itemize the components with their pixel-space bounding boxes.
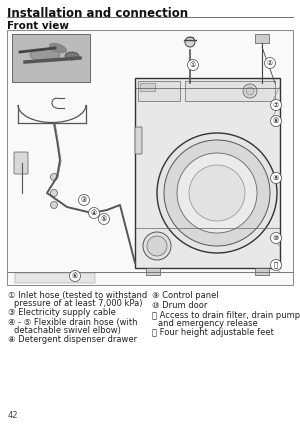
Text: ⑩: ⑩ [273,235,279,241]
Circle shape [246,87,254,95]
Bar [185,81,275,101]
Ellipse shape [50,43,67,53]
Text: ① Inlet hose (tested to withstand: ① Inlet hose (tested to withstand [8,291,147,300]
Ellipse shape [65,52,79,60]
Circle shape [189,165,245,221]
Circle shape [265,57,275,68]
Text: ⑨: ⑨ [273,175,279,181]
Text: ③ Electricity supply cable: ③ Electricity supply cable [8,308,116,317]
Text: ④ - ⑤ Flexible drain hose (with: ④ - ⑤ Flexible drain hose (with [8,318,137,327]
Text: ⑫ Four height adjustable feet: ⑫ Four height adjustable feet [152,328,274,337]
Bar [138,81,180,101]
Bar [12,34,90,82]
Circle shape [177,153,257,233]
Text: ⑪ Access to drain filter, drain pump: ⑪ Access to drain filter, drain pump [152,311,300,320]
Circle shape [143,232,171,260]
Text: 42: 42 [8,411,19,420]
Circle shape [185,37,195,47]
Text: ②: ② [267,60,273,66]
Circle shape [70,270,80,281]
Circle shape [271,173,281,184]
FancyBboxPatch shape [135,127,142,154]
Circle shape [50,190,58,196]
Text: ⑥: ⑥ [72,273,78,279]
Circle shape [147,236,167,256]
Circle shape [98,213,110,224]
Circle shape [271,99,281,110]
Text: ⑨ Control panel: ⑨ Control panel [152,291,219,300]
Circle shape [157,133,277,253]
FancyBboxPatch shape [15,273,95,283]
Circle shape [164,140,270,246]
Text: ④: ④ [91,210,97,216]
Circle shape [50,201,58,209]
Text: ⑧: ⑧ [273,118,279,124]
Circle shape [243,84,257,98]
FancyBboxPatch shape [14,152,28,174]
Circle shape [88,207,100,218]
Bar [255,34,269,43]
Bar [146,268,160,275]
Text: and emergency release: and emergency release [158,318,258,328]
Text: ⑤: ⑤ [101,216,107,222]
Text: ③: ③ [81,197,87,203]
Bar [140,83,155,91]
Text: detachable swivel elbow): detachable swivel elbow) [14,326,121,334]
Ellipse shape [30,49,60,61]
Text: Installation and connection: Installation and connection [7,7,188,20]
Circle shape [271,232,281,244]
Text: ⑧ Detergent dispenser drawer: ⑧ Detergent dispenser drawer [8,335,137,344]
Circle shape [271,260,281,270]
Text: ⑩ Drum door: ⑩ Drum door [152,301,207,310]
Bar [255,268,269,275]
Text: ⑪: ⑪ [274,262,278,268]
Text: ⑦: ⑦ [273,102,279,108]
Text: Front view: Front view [7,21,69,31]
Bar [7,30,293,285]
Text: ①: ① [190,62,196,68]
Circle shape [271,116,281,127]
Text: pressure of at least 7,000 kPa): pressure of at least 7,000 kPa) [14,298,142,308]
Circle shape [79,195,89,206]
Circle shape [50,173,58,181]
Circle shape [188,60,199,71]
Bar [135,78,280,268]
